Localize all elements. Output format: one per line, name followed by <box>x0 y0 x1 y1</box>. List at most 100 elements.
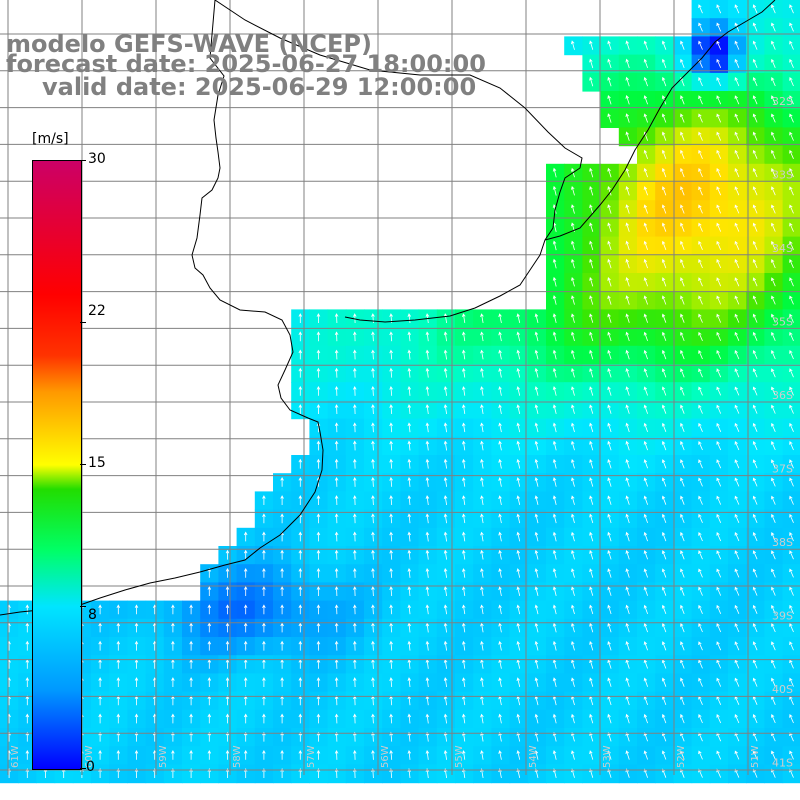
wind-arrow <box>771 441 776 451</box>
colorbar-tick-label: 0 <box>86 759 95 775</box>
wind-arrow <box>534 622 539 633</box>
wind-arrow <box>643 258 648 269</box>
colorbar-tick-label: 8 <box>88 607 97 623</box>
wind-arrow <box>661 113 667 123</box>
wind-arrow <box>298 313 303 323</box>
wind-arrow <box>589 640 594 651</box>
wind-arrow <box>643 167 648 178</box>
colorbar-tick-label: 15 <box>88 455 106 471</box>
wind-arrow <box>98 713 102 724</box>
wind-arrow <box>262 713 266 724</box>
wind-arrow <box>716 222 722 232</box>
wind-arrow <box>734 550 740 560</box>
wind-arrow <box>534 404 539 414</box>
colorbar-tick <box>80 768 86 769</box>
wind-arrow <box>661 404 667 414</box>
wind-arrow <box>643 349 648 360</box>
wind-arrow <box>407 367 412 378</box>
wind-arrow <box>607 531 612 542</box>
wind-arrow <box>353 531 357 542</box>
wind-arrow <box>734 659 740 669</box>
wind-arrow <box>752 350 758 360</box>
wind-arrow <box>534 495 539 505</box>
wind-arrow <box>262 677 266 687</box>
wind-arrow <box>334 586 339 597</box>
wind-arrow <box>480 313 484 323</box>
wind-arrow <box>625 550 630 560</box>
wind-arrow <box>680 768 685 778</box>
wind-arrow <box>752 550 758 560</box>
wind-arrow <box>716 95 722 105</box>
wind-arrow <box>625 768 630 778</box>
wind-arrow <box>589 622 594 633</box>
wind-arrow <box>734 168 740 178</box>
wind-arrow <box>98 749 102 760</box>
wind-arrow <box>734 113 740 123</box>
wind-arrow <box>589 40 594 50</box>
wind-arrow <box>498 750 502 760</box>
wind-arrow <box>280 549 284 560</box>
wind-arrow <box>734 240 740 250</box>
wind-arrow <box>625 40 630 50</box>
wind-arrow <box>298 567 303 578</box>
wind-arrow <box>462 513 466 524</box>
wind-arrow <box>298 640 303 651</box>
wind-arrow <box>571 477 575 487</box>
wind-arrow <box>389 640 393 651</box>
wind-arrow <box>534 367 539 378</box>
wind-arrow <box>661 440 667 451</box>
wind-arrow <box>607 185 612 196</box>
wind-arrow <box>716 532 722 542</box>
wind-arrow <box>389 458 393 469</box>
wind-arrow <box>789 495 794 505</box>
wind-arrow <box>462 440 466 451</box>
wind-arrow <box>371 567 375 578</box>
wind-arrow <box>480 349 484 360</box>
wind-arrow <box>334 422 339 433</box>
wind-arrow <box>353 385 357 396</box>
wind-arrow <box>407 549 412 560</box>
wind-arrow <box>134 677 139 687</box>
wind-arrow <box>407 586 412 597</box>
wind-arrow <box>607 40 612 50</box>
wind-arrow <box>552 713 557 724</box>
wind-arrow <box>680 604 685 615</box>
wind-arrow <box>443 331 448 342</box>
wind-arrow <box>643 750 648 760</box>
wind-arrow <box>480 713 484 724</box>
wind-arrow <box>771 659 776 669</box>
wind-arrow <box>680 495 685 505</box>
longitude-label: 51W <box>750 745 761 768</box>
wind-arrow <box>480 422 484 433</box>
wind-arrow <box>116 622 121 633</box>
wind-arrow <box>516 495 521 505</box>
wind-arrow <box>443 640 448 651</box>
wind-arrow <box>134 749 139 760</box>
wind-arrow <box>552 367 557 378</box>
wind-arrow <box>571 768 575 778</box>
wind-arrow <box>353 495 357 506</box>
wind-arrow <box>734 222 740 232</box>
wind-arrow <box>462 677 466 687</box>
wind-arrow <box>734 77 740 87</box>
wind-cell <box>782 600 800 620</box>
wind-arrow <box>716 604 722 614</box>
wind-arrow <box>207 622 212 633</box>
wind-arrow <box>716 513 722 523</box>
wind-cell <box>782 455 800 474</box>
wind-arrow <box>643 76 648 87</box>
wind-cell <box>782 54 800 74</box>
wind-arrow <box>734 459 740 469</box>
wind-arrow <box>225 749 230 760</box>
wind-arrow <box>752 168 758 178</box>
wind-arrow <box>443 422 448 433</box>
wind-cell <box>782 655 800 674</box>
latitude-label: 32S <box>772 95 793 108</box>
wind-arrow <box>661 531 667 542</box>
wind-arrow <box>752 532 758 542</box>
wind-arrow <box>680 331 685 342</box>
wind-arrow <box>752 368 758 378</box>
wind-arrow <box>680 568 685 578</box>
wind-arrow <box>752 477 758 487</box>
wind-arrow <box>734 131 740 141</box>
